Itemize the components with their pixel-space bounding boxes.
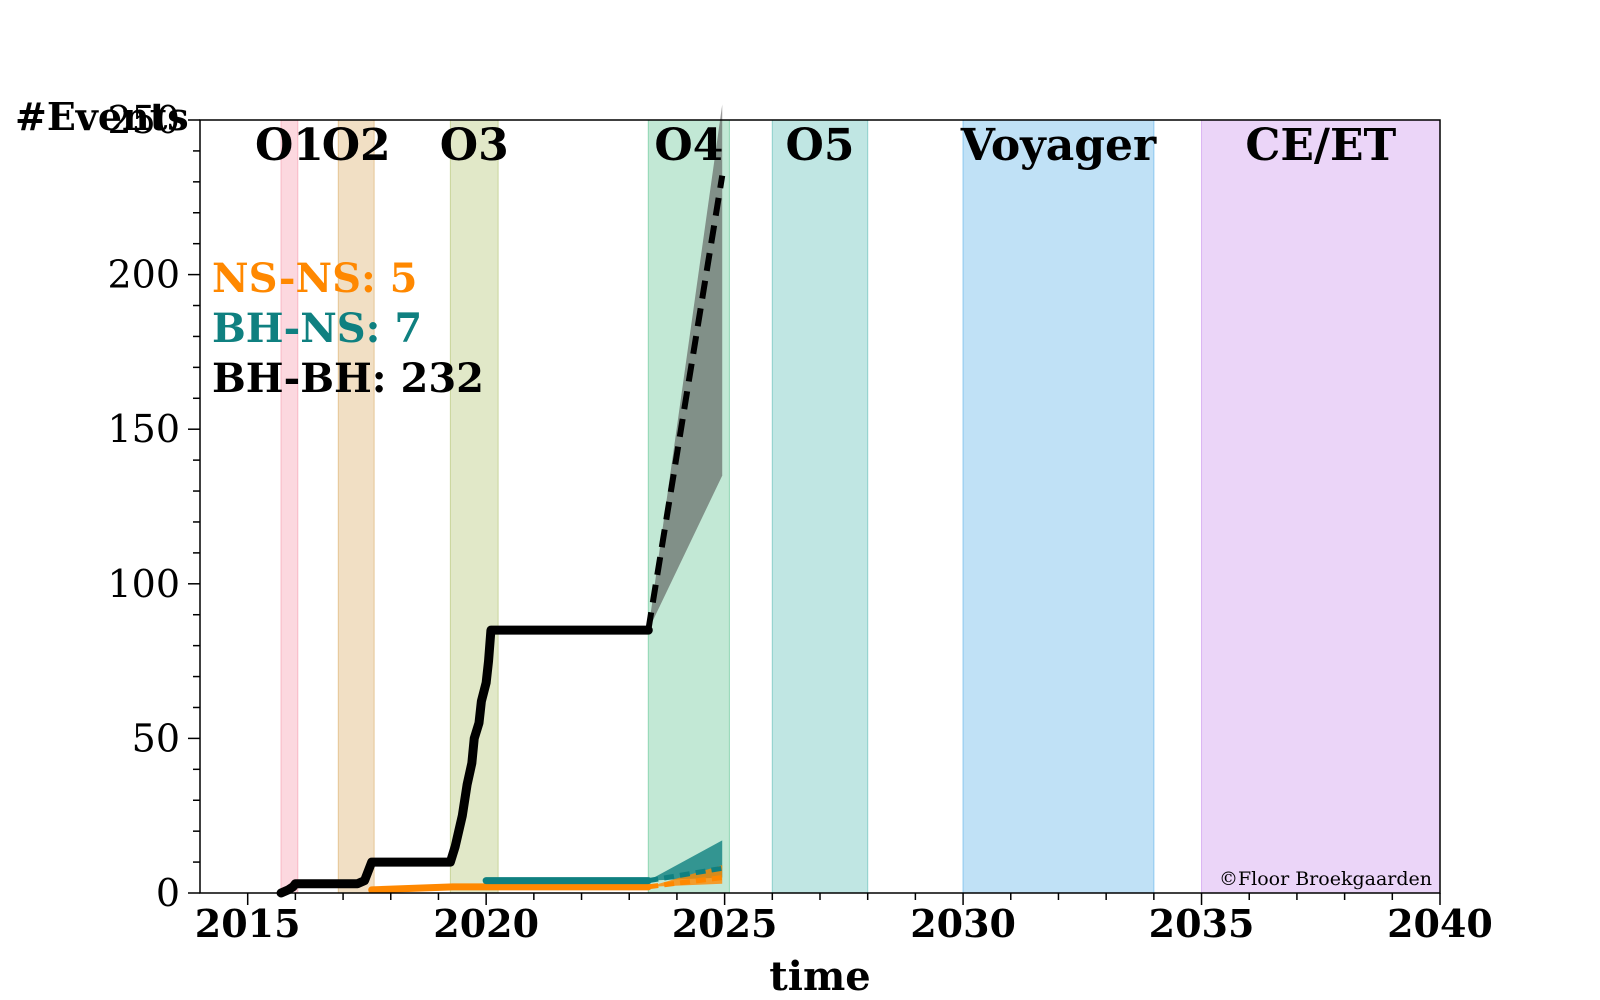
bhns-projection-line <box>647 865 723 884</box>
x-tick-label: 2040 <box>1387 901 1493 946</box>
run-label-o2: O2 <box>322 120 391 171</box>
credit-note: ©Floor Broekgaarden <box>1219 868 1432 890</box>
count-label: BH-NS: 7 <box>212 305 422 352</box>
y-tick-label: 0 <box>156 871 180 915</box>
x-tick-label: 2030 <box>910 901 1016 946</box>
count-labels: NS-NS: 5BH-NS: 7BH-BH: 232 <box>212 255 484 402</box>
run-band-o2 <box>337 119 375 894</box>
y-tick-label: 50 <box>132 716 180 760</box>
nsns-observed-line <box>368 883 652 894</box>
x-tick-label: 2015 <box>195 901 301 946</box>
y-axis-label: #Events <box>15 94 189 139</box>
y-tick-label: 150 <box>107 407 180 451</box>
y-tick-label: 100 <box>107 562 180 606</box>
run-label-o1: O1 <box>255 120 324 171</box>
run-band-voyager <box>962 119 1155 894</box>
y-axis-ticks: 0 50 100 150 200 250 <box>107 98 200 915</box>
x-tick-label: 2020 <box>433 901 539 946</box>
run-label-o4: O4 <box>654 120 723 171</box>
nsns-projection-line <box>647 875 723 890</box>
x-tick-label: 2035 <box>1149 901 1255 946</box>
x-tick-label: 2025 <box>672 901 778 946</box>
run-band-o3 <box>449 119 499 894</box>
bhbh-projection-band <box>648 104 723 631</box>
y-tick-label: 250 <box>107 98 180 142</box>
run-label-o3: O3 <box>440 120 509 171</box>
run-band-o5 <box>771 119 869 894</box>
bhbh-projection-line <box>645 175 726 631</box>
run-label-voyager: Voyager <box>960 120 1157 171</box>
run-label-o5: O5 <box>786 120 855 171</box>
bhbh-observed-line <box>276 625 653 898</box>
count-label: NS-NS: 5 <box>212 255 418 302</box>
run-band-o1 <box>280 119 299 894</box>
y-tick-label: 200 <box>107 253 180 297</box>
count-label: BH-BH: 232 <box>212 355 484 402</box>
run-label-ceet: CE/ET <box>1245 120 1396 171</box>
observing-run-bands <box>280 119 1441 894</box>
series-lines <box>276 175 726 898</box>
run-band-ceet <box>1201 119 1441 894</box>
x-axis-label: time <box>769 953 870 1000</box>
x-axis-ticks: 2015 2020 2025 2030 2035 2040 <box>195 893 1493 946</box>
